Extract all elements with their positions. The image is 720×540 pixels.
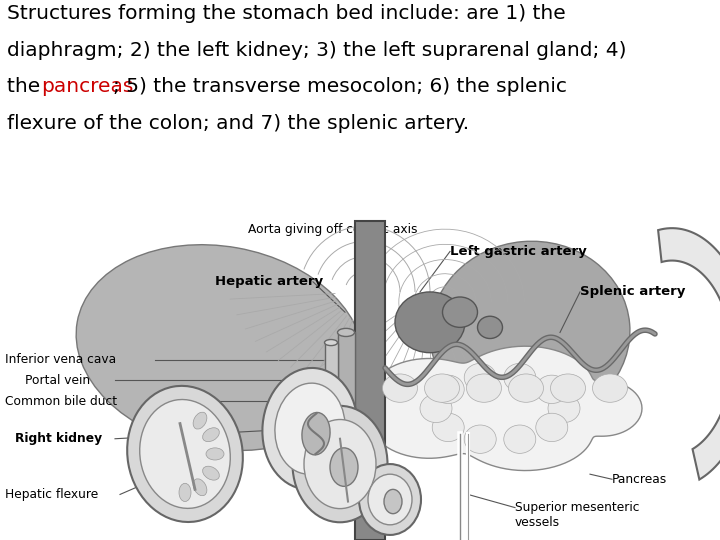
Text: diaphragm; 2) the left kidney; 3) the left suprarenal gland; 4): diaphragm; 2) the left kidney; 3) the le… xyxy=(7,41,626,60)
Text: Inferior vena cava: Inferior vena cava xyxy=(5,353,116,366)
Ellipse shape xyxy=(292,406,387,522)
Ellipse shape xyxy=(477,316,503,339)
Polygon shape xyxy=(372,346,642,470)
Ellipse shape xyxy=(302,413,330,455)
Ellipse shape xyxy=(127,386,243,522)
Ellipse shape xyxy=(593,374,628,402)
Text: the: the xyxy=(7,77,47,96)
Text: pancreas: pancreas xyxy=(42,77,134,96)
Text: Aorta giving off coeliac axis: Aorta giving off coeliac axis xyxy=(248,222,418,235)
Text: Left gastric artery: Left gastric artery xyxy=(450,245,587,258)
Ellipse shape xyxy=(467,374,502,402)
Text: Pancreas: Pancreas xyxy=(612,472,667,486)
Ellipse shape xyxy=(76,245,364,450)
Text: Hepatic artery: Hepatic artery xyxy=(215,275,323,288)
Ellipse shape xyxy=(140,400,230,508)
Ellipse shape xyxy=(430,241,630,424)
Ellipse shape xyxy=(338,328,354,336)
Text: Structures forming the stomach bed include: are 1) the: Structures forming the stomach bed inclu… xyxy=(7,4,566,23)
Ellipse shape xyxy=(330,448,358,487)
Ellipse shape xyxy=(193,412,207,429)
Text: Common bile duct: Common bile duct xyxy=(5,395,117,408)
Ellipse shape xyxy=(395,292,465,353)
Ellipse shape xyxy=(443,297,477,327)
Ellipse shape xyxy=(504,425,536,454)
Bar xyxy=(355,221,385,515)
Polygon shape xyxy=(658,228,720,480)
Text: Hepatic flexure: Hepatic flexure xyxy=(5,488,98,501)
Bar xyxy=(338,333,355,414)
Text: Splenic artery: Splenic artery xyxy=(580,286,685,299)
Ellipse shape xyxy=(202,466,220,480)
Ellipse shape xyxy=(425,374,459,402)
Ellipse shape xyxy=(325,340,338,346)
Text: ; 5) the transverse mesocolon; 6) the splenic: ; 5) the transverse mesocolon; 6) the sp… xyxy=(113,77,567,96)
Ellipse shape xyxy=(464,425,496,454)
Bar xyxy=(355,480,385,540)
Ellipse shape xyxy=(368,474,412,525)
Ellipse shape xyxy=(508,374,544,402)
Ellipse shape xyxy=(304,420,376,509)
Ellipse shape xyxy=(384,489,402,514)
Ellipse shape xyxy=(206,448,224,460)
Ellipse shape xyxy=(202,428,220,442)
Ellipse shape xyxy=(359,464,421,535)
Ellipse shape xyxy=(179,483,191,502)
Ellipse shape xyxy=(504,363,536,392)
Ellipse shape xyxy=(551,374,585,402)
Ellipse shape xyxy=(548,394,580,422)
Text: flexure of the colon; and 7) the splenic artery.: flexure of the colon; and 7) the splenic… xyxy=(7,114,469,133)
Text: Portal vein: Portal vein xyxy=(25,374,90,387)
Text: Superior mesenteric
vessels: Superior mesenteric vessels xyxy=(515,501,639,529)
Text: Right kidney: Right kidney xyxy=(15,432,102,445)
Bar xyxy=(325,342,338,418)
Ellipse shape xyxy=(420,394,452,422)
Ellipse shape xyxy=(275,383,345,474)
Ellipse shape xyxy=(193,479,207,496)
Ellipse shape xyxy=(382,374,418,402)
Ellipse shape xyxy=(464,363,496,392)
Ellipse shape xyxy=(432,375,464,403)
Ellipse shape xyxy=(262,368,358,489)
Ellipse shape xyxy=(536,375,568,403)
Ellipse shape xyxy=(536,413,568,442)
Ellipse shape xyxy=(432,413,464,442)
